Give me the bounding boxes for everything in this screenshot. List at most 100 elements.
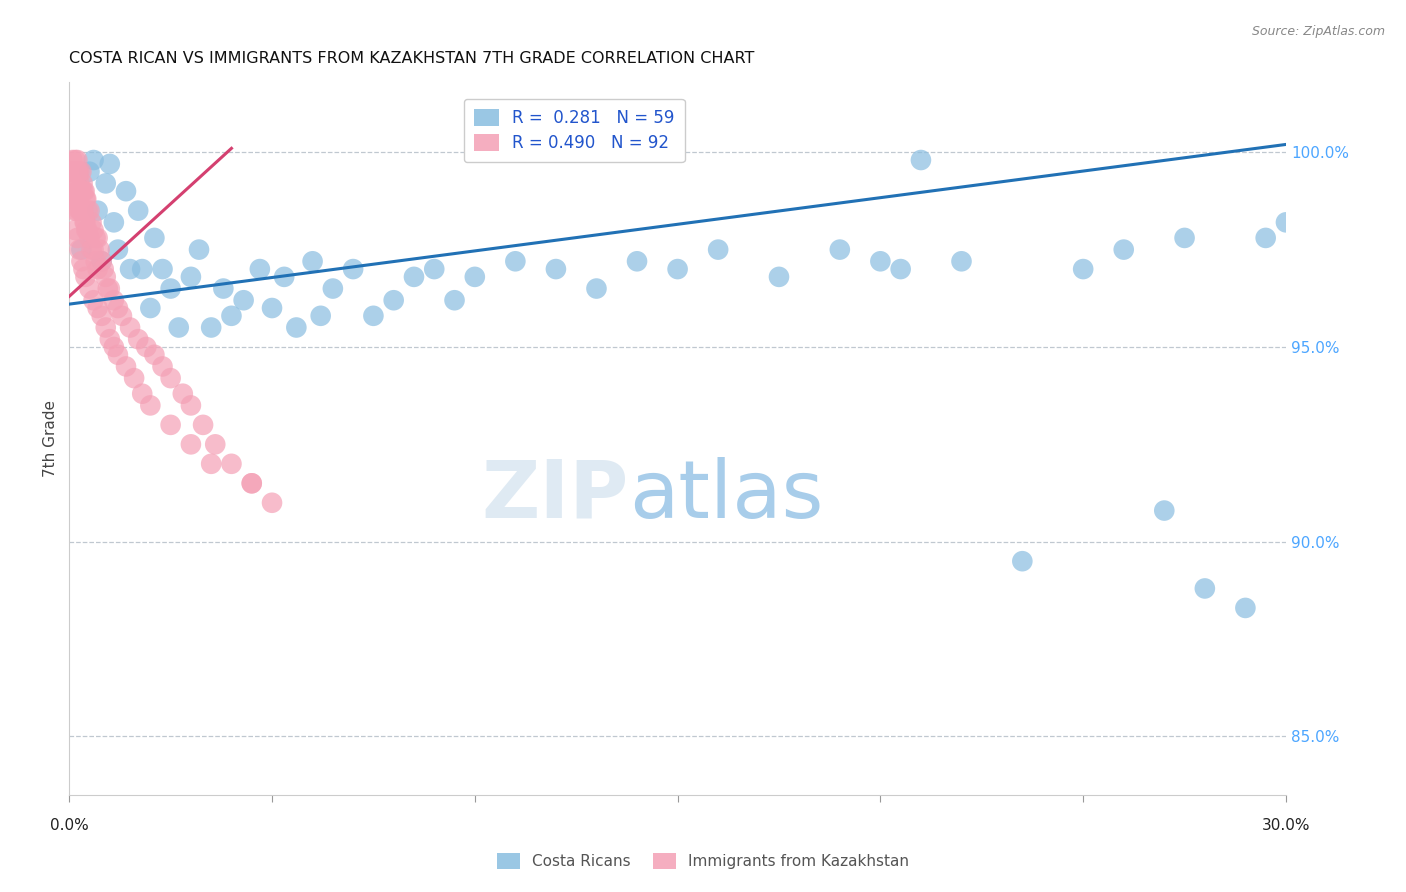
Point: [191, 417, 214, 432]
Point: [62, 203, 84, 218]
Point: [103, 340, 125, 354]
Point: [66, 153, 89, 167]
Point: [80, 215, 103, 229]
Point: [1112, 243, 1135, 257]
Point: [98, 332, 121, 346]
Point: [70, 254, 93, 268]
Point: [84, 254, 107, 268]
Point: [98, 281, 121, 295]
Point: [83, 153, 105, 167]
Point: [63, 164, 86, 178]
Point: [94, 177, 117, 191]
Point: [115, 359, 138, 374]
Point: [107, 348, 129, 362]
Point: [152, 262, 174, 277]
Point: [67, 243, 90, 257]
Point: [232, 293, 254, 308]
Point: [62, 153, 84, 167]
Point: [167, 320, 190, 334]
Point: [309, 309, 332, 323]
Point: [75, 269, 97, 284]
Point: [72, 262, 94, 277]
Point: [1071, 262, 1094, 277]
Point: [127, 332, 149, 346]
Point: [666, 262, 689, 277]
Point: [301, 254, 323, 268]
Point: [910, 153, 932, 167]
Point: [1254, 231, 1277, 245]
Point: [188, 243, 211, 257]
Point: [111, 309, 134, 323]
Point: [70, 243, 93, 257]
Point: [260, 301, 283, 315]
Point: [180, 269, 202, 284]
Point: [79, 164, 101, 178]
Point: [86, 301, 108, 315]
Point: [423, 262, 446, 277]
Point: [65, 164, 87, 178]
Point: [1011, 554, 1033, 568]
Point: [93, 262, 115, 277]
Point: [86, 203, 108, 218]
Y-axis label: 7th Grade: 7th Grade: [44, 400, 58, 477]
Point: [66, 184, 89, 198]
Legend: Costa Ricans, Immigrants from Kazakhstan: Costa Ricans, Immigrants from Kazakhstan: [491, 847, 915, 875]
Point: [249, 262, 271, 277]
Point: [83, 223, 105, 237]
Point: [139, 301, 162, 315]
Point: [240, 476, 263, 491]
Point: [66, 164, 89, 178]
Point: [626, 254, 648, 268]
Point: [86, 231, 108, 245]
Point: [402, 269, 425, 284]
Point: [273, 269, 295, 284]
Point: [62, 164, 84, 178]
Point: [79, 281, 101, 295]
Legend: R =  0.281   N = 59, R = 0.490   N = 92: R = 0.281 N = 59, R = 0.490 N = 92: [464, 99, 685, 162]
Point: [127, 203, 149, 218]
Point: [1174, 231, 1197, 245]
Text: ZIP: ZIP: [482, 457, 628, 534]
Point: [107, 243, 129, 257]
Point: [63, 184, 86, 198]
Point: [159, 417, 181, 432]
Point: [120, 262, 142, 277]
Point: [131, 386, 153, 401]
Point: [143, 348, 166, 362]
Point: [172, 386, 194, 401]
Point: [139, 398, 162, 412]
Point: [1194, 582, 1216, 596]
Point: [115, 184, 138, 198]
Point: [159, 281, 181, 295]
Point: [1153, 503, 1175, 517]
Point: [152, 359, 174, 374]
Point: [60, 164, 83, 178]
Point: [1275, 215, 1298, 229]
Point: [67, 203, 90, 218]
Point: [464, 269, 486, 284]
Point: [342, 262, 364, 277]
Point: [75, 215, 97, 229]
Point: [363, 309, 385, 323]
Point: [67, 192, 90, 206]
Text: 0.0%: 0.0%: [49, 818, 89, 833]
Point: [200, 320, 222, 334]
Point: [67, 177, 90, 191]
Point: [73, 215, 96, 229]
Text: atlas: atlas: [628, 457, 824, 534]
Point: [285, 320, 308, 334]
Text: 30.0%: 30.0%: [1261, 818, 1310, 833]
Point: [204, 437, 226, 451]
Point: [240, 476, 263, 491]
Point: [143, 231, 166, 245]
Point: [69, 184, 91, 198]
Point: [135, 340, 157, 354]
Text: COSTA RICAN VS IMMIGRANTS FROM KAZAKHSTAN 7TH GRADE CORRELATION CHART: COSTA RICAN VS IMMIGRANTS FROM KAZAKHSTA…: [69, 51, 755, 66]
Point: [75, 192, 97, 206]
Point: [98, 157, 121, 171]
Point: [107, 301, 129, 315]
Point: [322, 281, 344, 295]
Point: [382, 293, 405, 308]
Point: [83, 243, 105, 257]
Point: [869, 254, 891, 268]
